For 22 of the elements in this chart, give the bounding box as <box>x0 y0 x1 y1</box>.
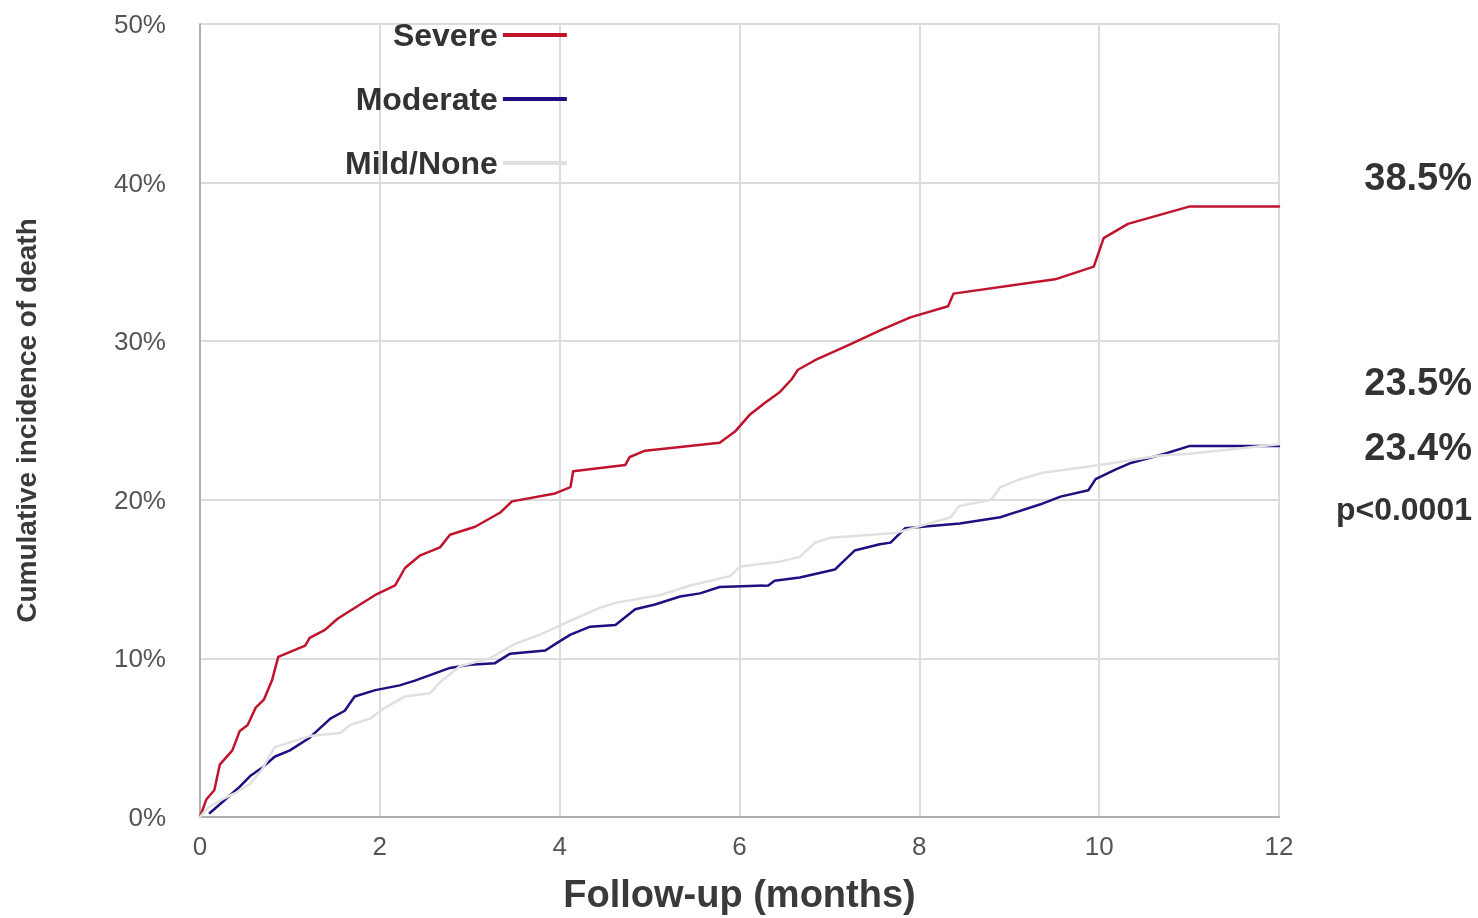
x-tick-label: 8 <box>912 831 927 861</box>
legend-label: Severe <box>392 17 498 53</box>
x-tick-label: 4 <box>552 831 567 861</box>
y-tick-label: 0% <box>128 802 166 832</box>
y-tick-label: 40% <box>113 167 166 198</box>
x-tick-label: 2 <box>372 831 388 861</box>
y-tick-label: 10% <box>113 643 166 674</box>
x-tick-label: 12 <box>1264 831 1294 861</box>
text: 23.4% <box>1364 426 1472 468</box>
x-tick-label: 6 <box>732 831 747 861</box>
text: p<0.0001 <box>1335 491 1472 527</box>
y-axis-title: Cumulative incidence of death <box>10 218 42 623</box>
text: 23.5% <box>1364 361 1472 403</box>
legend-label: Moderate <box>355 81 498 117</box>
text: 38.5% <box>1364 156 1472 198</box>
legend-label: Mild/None <box>345 145 498 181</box>
x-tick-label: 10 <box>1084 831 1114 861</box>
y-tick-label: 50% <box>113 9 166 39</box>
x-axis-title: Follow-up (months) <box>563 873 916 915</box>
y-tick-label: 30% <box>113 326 166 357</box>
x-tick-label: 0 <box>192 831 208 861</box>
y-tick-label: 20% <box>113 484 166 515</box>
